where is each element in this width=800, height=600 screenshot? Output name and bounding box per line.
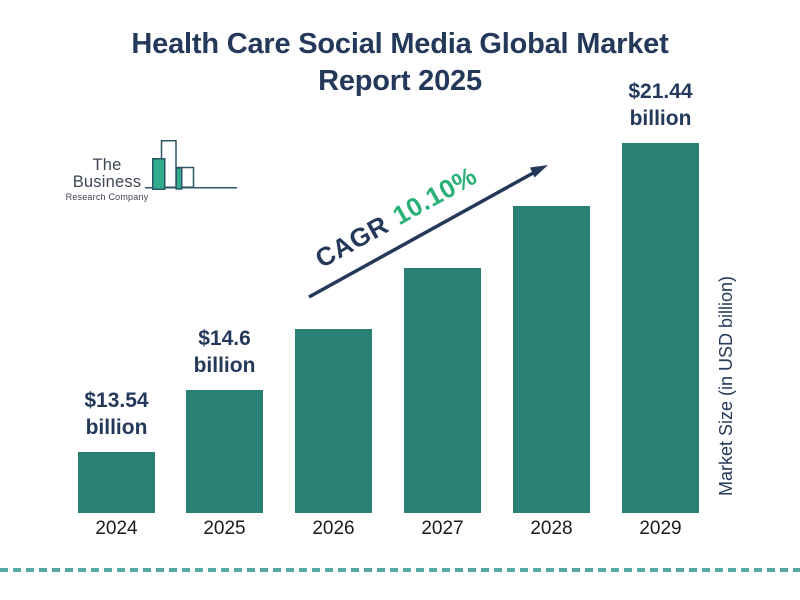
logo-name-line-2: Research Company bbox=[65, 192, 149, 202]
year-label-2024: 2024 bbox=[95, 518, 138, 539]
title-line-2: Report 2025 bbox=[318, 65, 482, 97]
value-label-2025: $14.6 billion bbox=[145, 325, 305, 379]
growth-arrow-icon bbox=[308, 165, 548, 299]
bar-2026: 2026 bbox=[295, 329, 372, 539]
bar-2027: 2027 bbox=[404, 268, 481, 539]
year-label-2025: 2025 bbox=[203, 518, 246, 539]
logo-name-line-1: The Business bbox=[72, 156, 142, 191]
brand-logo: The Business Research Company bbox=[53, 138, 243, 202]
value-2025-amount: $14.6 bbox=[198, 327, 251, 350]
bar-2029: $21.44 billion 2029 bbox=[622, 80, 699, 539]
value-label-2029: $21.44 billion bbox=[581, 78, 741, 132]
year-label-2029: 2029 bbox=[639, 518, 682, 539]
value-2024-unit: billion bbox=[85, 416, 148, 439]
value-label-2024: $13.54 billion bbox=[37, 387, 197, 441]
value-2024-amount: $13.54 bbox=[84, 389, 149, 412]
bar-2028: 2028 bbox=[513, 206, 590, 539]
value-2029-unit: billion bbox=[629, 107, 692, 130]
year-label-2026: 2026 bbox=[312, 518, 355, 539]
page-title: Health Care Social Media Global Market R… bbox=[0, 26, 800, 100]
bar-2024: $13.54 billion 2024 bbox=[78, 389, 155, 539]
value-2025-unit: billion bbox=[193, 354, 256, 377]
year-label-2027: 2027 bbox=[421, 518, 464, 539]
year-label-2028: 2028 bbox=[530, 518, 573, 539]
y-axis-title: Market Size (in USD billion) bbox=[716, 275, 736, 497]
logo-company-name: The Business Research Company bbox=[57, 156, 157, 203]
value-2029-amount: $21.44 bbox=[628, 80, 693, 103]
title-line-1: Health Care Social Media Global Market bbox=[131, 28, 669, 60]
bar-2025: $14.6 billion 2025 bbox=[186, 327, 263, 539]
logo-bar-chart-icon bbox=[145, 140, 237, 190]
